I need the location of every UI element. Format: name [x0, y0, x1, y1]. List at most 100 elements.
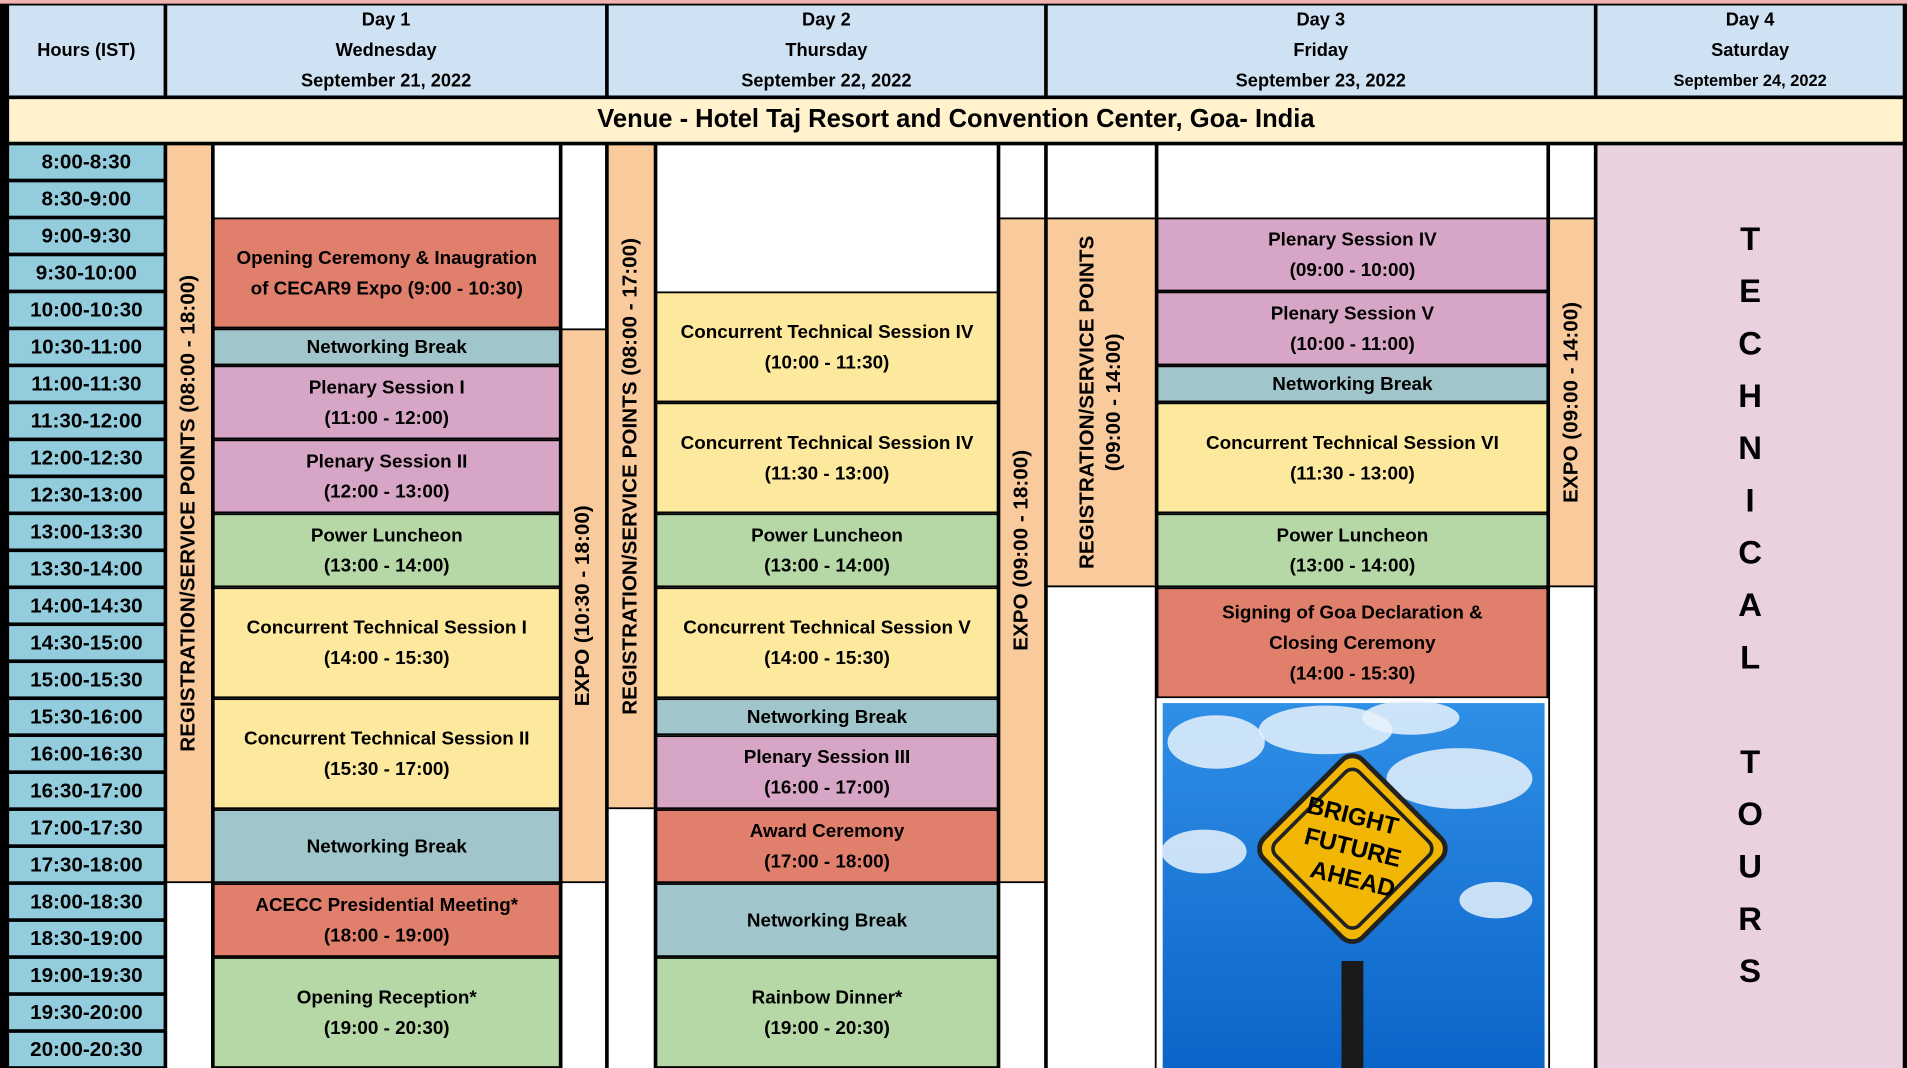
- day-header: [1047, 5, 1594, 96]
- schedule-block: [1158, 367, 1547, 401]
- block-label: ACECC Presidential Meeting*: [255, 894, 518, 915]
- day-header-line: Day 1: [362, 8, 411, 29]
- block-label: Plenary Session III: [744, 746, 911, 767]
- time-slot: [9, 810, 164, 845]
- block-label: (17:00 - 18:00): [764, 851, 890, 872]
- cloud: [1459, 881, 1533, 919]
- time-slot: [9, 626, 164, 660]
- day-header-line: Saturday: [1711, 39, 1790, 60]
- time-slot-label: 14:00-14:30: [30, 594, 143, 617]
- time-slot: [9, 182, 164, 216]
- vertical-label: EXPO (09:00 - 18:00): [1010, 450, 1033, 651]
- block-label: Power Luncheon: [311, 524, 463, 545]
- block-label: Networking Break: [307, 336, 468, 357]
- block-label: Concurrent Technical Session IV: [681, 321, 974, 342]
- schedule-block: [562, 330, 606, 882]
- block-label: Plenary Session II: [306, 450, 467, 471]
- block-label: (14:00 - 15:30): [324, 647, 450, 668]
- schedule-block: [608, 145, 654, 808]
- block-label: Networking Break: [1272, 373, 1433, 394]
- schedule-block: [214, 958, 559, 1067]
- time-slot: [9, 293, 164, 327]
- vertical-label: EXPO (09:00 - 14:00): [1559, 302, 1582, 503]
- time-slot-label: 17:00-17:30: [30, 816, 143, 839]
- time-slot-label: 13:00-13:30: [30, 520, 143, 543]
- schedule-block: [167, 145, 212, 882]
- block-label: (11:00 - 12:00): [324, 407, 449, 428]
- day-header-line: September 21, 2022: [301, 69, 471, 90]
- time-slot-label: 10:30-11:00: [31, 336, 142, 359]
- schedule-block: [1158, 404, 1547, 512]
- time-slot: [9, 552, 164, 586]
- day-header-line: Thursday: [785, 39, 868, 60]
- block-label: Concurrent Technical Session II: [244, 728, 530, 749]
- day-header-line: September 22, 2022: [741, 69, 911, 90]
- block-label: (16:00 - 17:00): [764, 777, 890, 798]
- block-label: Plenary Session I: [309, 376, 465, 397]
- time-slot-label: 12:30-13:00: [30, 484, 143, 507]
- block-label: (13:00 - 14:00): [764, 555, 890, 576]
- time-slot: [9, 847, 164, 882]
- time-slot: [9, 441, 164, 475]
- day-header-line: Day 4: [1726, 8, 1776, 29]
- schedule-block: [657, 515, 997, 586]
- time-slot: [9, 478, 164, 512]
- time-slot-label: 13:30-14:00: [30, 557, 143, 580]
- schedule-block: [214, 810, 559, 882]
- header-cell: [9, 5, 164, 96]
- time-slot: [9, 958, 164, 993]
- day-header: [1597, 5, 1903, 96]
- time-slot-label: 19:00-19:30: [30, 964, 143, 987]
- time-slot: [9, 1032, 164, 1067]
- time-slot-label: 18:30-19:00: [30, 927, 143, 950]
- time-slot: [9, 589, 164, 623]
- time-slot: [9, 737, 164, 771]
- block-label: Concurrent Technical Session IV: [681, 432, 974, 453]
- schedule-block: [657, 700, 997, 734]
- time-slot-label: 11:30-12:00: [31, 410, 142, 433]
- schedule-block: [1000, 219, 1045, 882]
- time-slot-label: 14:30-15:00: [30, 631, 143, 654]
- vertical-label: REGISTRATION/SERVICE POINTS (08:00 - 17:…: [619, 238, 642, 715]
- time-slot-label: 10:00-10:30: [30, 299, 143, 322]
- schedule-block: [657, 810, 997, 882]
- schedule-block: [214, 884, 559, 956]
- vertical-label: (09:00 - 14:00): [1102, 333, 1125, 471]
- day-header-line: Day 2: [802, 8, 851, 29]
- schedule-block: [1158, 219, 1547, 290]
- sign-inner: [1271, 767, 1434, 930]
- schedule-block: [214, 367, 559, 438]
- block-label: Opening Ceremony & Inaugration: [237, 247, 537, 268]
- venue-banner: [9, 99, 1903, 142]
- cloud: [1386, 748, 1533, 809]
- schedule-block: [657, 293, 997, 401]
- block-label: (09:00 - 10:00): [1290, 259, 1416, 280]
- block-label: Award Ceremony: [750, 820, 905, 841]
- block-label: Opening Reception*: [297, 987, 478, 1008]
- time-slot-label: 8:30-9:00: [42, 188, 132, 211]
- time-slot-label: 17:30-18:00: [30, 853, 143, 876]
- block-label: (13:00 - 14:00): [1290, 555, 1416, 576]
- time-slot: [9, 330, 164, 364]
- block-label: (11:30 - 13:00): [1290, 462, 1415, 483]
- block-label: Networking Break: [747, 706, 908, 727]
- day-header-line: September 24, 2022: [1674, 72, 1827, 90]
- sign-pole: [1341, 960, 1364, 1068]
- block-label: (18:00 - 19:00): [324, 924, 450, 945]
- block-label: (10:00 - 11:00): [1290, 333, 1415, 354]
- schedule-block: [1158, 589, 1547, 697]
- day-header: [608, 5, 1045, 96]
- top-strip: [0, 0, 1907, 4]
- block-label: Signing of Goa Declaration &: [1222, 602, 1483, 623]
- time-slot-label: 16:30-17:00: [30, 779, 143, 802]
- time-slot: [9, 884, 164, 919]
- block-label: (14:00 - 15:30): [764, 647, 890, 668]
- day-header-line: Wednesday: [336, 39, 438, 60]
- cloud: [1167, 715, 1265, 769]
- cloud: [1362, 700, 1460, 735]
- block-label: (11:30 - 13:00): [765, 462, 890, 483]
- block-label: (19:00 - 20:30): [764, 1017, 890, 1038]
